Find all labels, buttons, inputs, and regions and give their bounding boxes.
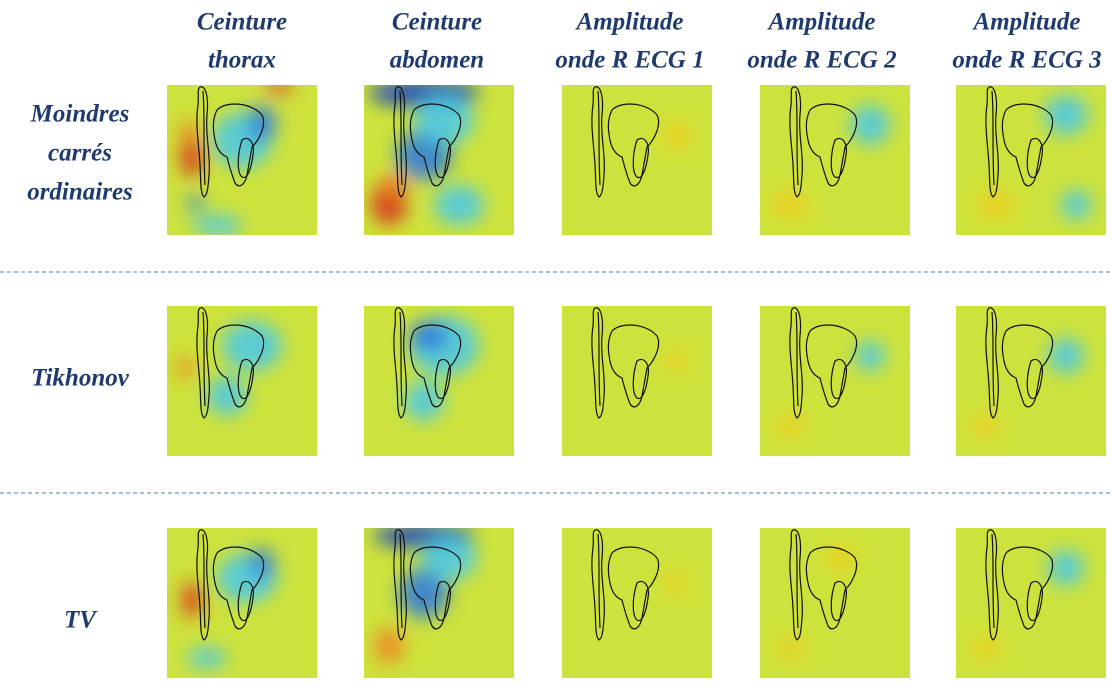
column-header: Amplitude: [767, 9, 876, 36]
heatmap: [364, 528, 514, 678]
column-header: abdomen: [390, 47, 484, 74]
heatmap-blobs: [775, 341, 885, 438]
heatmap-blob: [850, 105, 890, 145]
heatmap: [167, 528, 317, 678]
heatmap-blobs: [665, 349, 689, 373]
heatmap-blob: [434, 185, 484, 225]
heatmap: [167, 85, 317, 235]
heatmap-blob: [222, 321, 282, 371]
heatmap-blob: [1048, 550, 1084, 586]
heatmap-blob: [971, 636, 1001, 660]
heatmap-blob: [179, 121, 199, 145]
heatmap-blob: [187, 195, 203, 211]
heatmap-field: [562, 85, 712, 235]
heatmap-field: [167, 85, 317, 235]
heatmap: [956, 85, 1106, 235]
column-header: onde R ECG 2: [747, 47, 896, 74]
heatmap-field: [562, 306, 712, 456]
heatmap: [956, 306, 1106, 456]
heatmap-base: [562, 528, 712, 678]
heatmap-blob: [1048, 338, 1084, 374]
heatmap-blobs: [971, 550, 1084, 660]
column-header: Ceinture: [392, 9, 482, 36]
heatmap-blobs: [971, 338, 1084, 438]
heatmap-field: [364, 306, 514, 456]
heatmap-blob: [404, 381, 444, 421]
heatmap-field: [956, 85, 1106, 235]
heatmap-blob: [414, 95, 474, 145]
heatmap-field: [760, 306, 910, 456]
heatmap-blob: [855, 341, 885, 371]
heatmap-blob: [421, 536, 477, 580]
heatmap-blob: [665, 349, 689, 373]
row-label: TV: [64, 607, 98, 634]
row-label: Moindres: [30, 101, 130, 128]
row-label: carrés: [48, 140, 112, 167]
heatmap-blob: [248, 105, 276, 141]
heatmap-blobs: [770, 105, 890, 220]
heatmap-blobs: [369, 85, 484, 225]
heatmap-field: [167, 528, 317, 678]
heatmap-blob: [182, 582, 202, 618]
heatmap: [956, 528, 1106, 678]
heatmap-blobs: [662, 120, 692, 150]
heatmap-base: [562, 306, 712, 456]
heatmap-blobs: [775, 543, 855, 660]
heatmap: [760, 85, 910, 235]
heatmap-blob: [187, 648, 227, 668]
heatmap: [562, 85, 712, 235]
heatmap-blob: [250, 548, 274, 578]
column-header: onde R ECG 1: [555, 47, 704, 74]
heatmap: [760, 528, 910, 678]
heatmap: [364, 306, 514, 456]
column-header: Ceinture: [197, 9, 287, 36]
heatmap-blob: [971, 414, 1001, 438]
heatmap-blob: [1044, 95, 1088, 135]
heatmap-base: [562, 85, 712, 235]
heatmap: [364, 85, 514, 235]
row-label: Tikhonov: [31, 365, 130, 392]
heatmap-blob: [1061, 190, 1091, 220]
heatmap-blobs: [976, 95, 1091, 220]
heatmap: [562, 306, 712, 456]
heatmap-field: [364, 85, 514, 235]
heatmap-blob: [775, 636, 805, 660]
heatmap: [167, 306, 317, 456]
heatmap-blob: [374, 628, 404, 664]
heatmap-field: [167, 306, 317, 456]
heatmap: [562, 528, 712, 678]
heatmap-field: [956, 306, 1106, 456]
heatmap-field: [562, 528, 712, 678]
heatmap-blob: [825, 543, 855, 573]
heatmap-field: [760, 85, 910, 235]
heatmap-field: [956, 528, 1106, 678]
heatmap-blobs: [182, 548, 277, 668]
column-header: Amplitude: [972, 9, 1081, 36]
heatmap-blob: [380, 173, 408, 197]
heatmap-blob: [775, 414, 805, 438]
heatmap-field: [760, 528, 910, 678]
heatmap: [760, 306, 910, 456]
heatmap-blob: [192, 215, 242, 235]
row-label: ordinaires: [27, 179, 133, 206]
heatmap-blob: [177, 356, 193, 380]
heatmap-blob: [409, 321, 449, 351]
heatmap-blob: [770, 190, 810, 220]
heatmap-blobs: [665, 571, 689, 595]
heatmap-blob: [976, 190, 1016, 220]
column-header: thorax: [208, 47, 276, 74]
column-header: Amplitude: [575, 9, 684, 36]
heatmap-blobs: [404, 316, 479, 421]
heatmap-blob: [662, 120, 692, 150]
heatmap-blob: [265, 85, 293, 93]
heatmap-blob: [665, 571, 689, 595]
column-header: onde R ECG 3: [952, 47, 1101, 74]
